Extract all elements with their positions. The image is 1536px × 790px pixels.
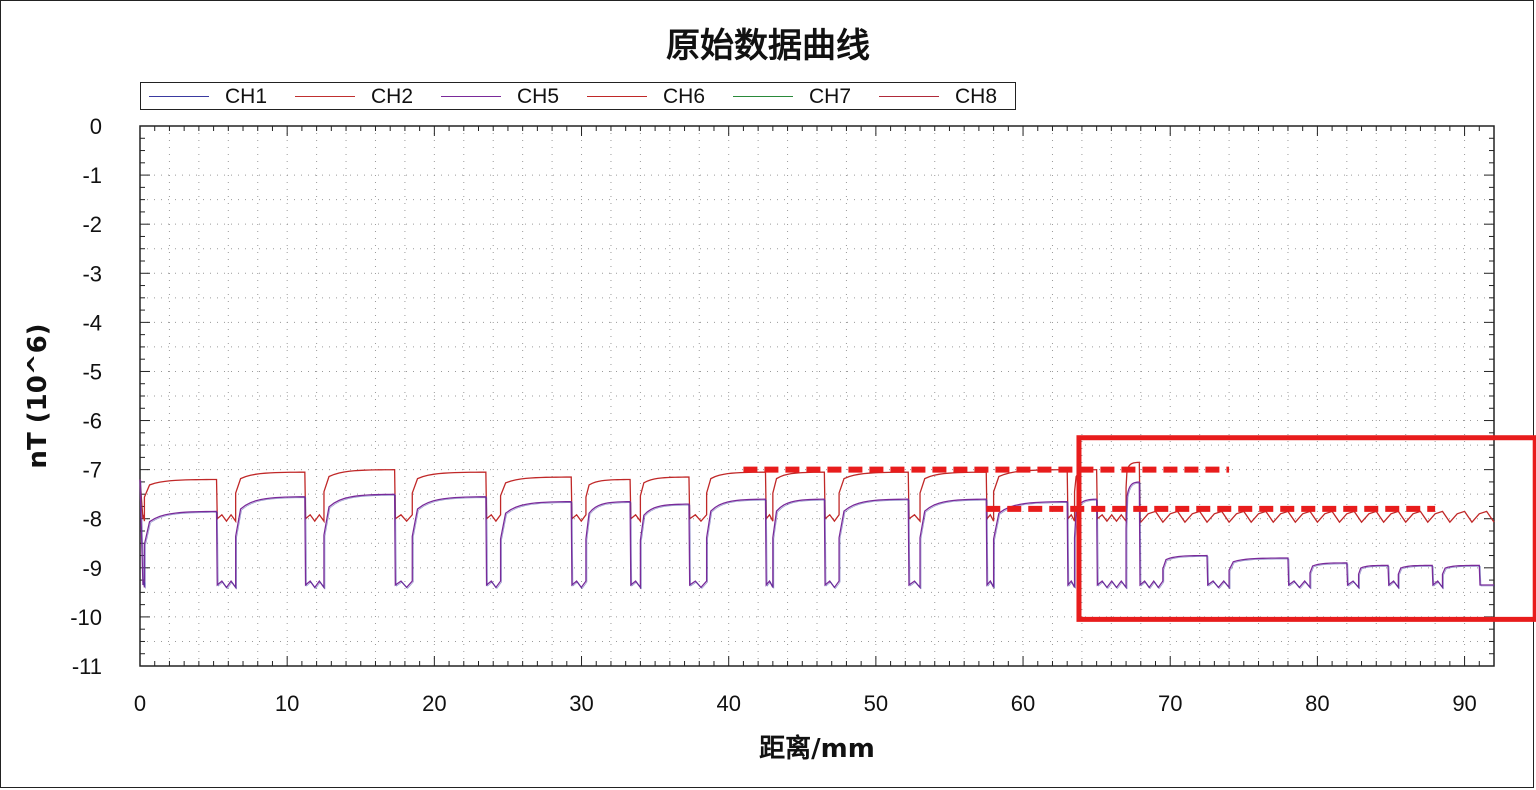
y-axis-title: nT (10^6) [23,323,53,468]
y-tick-label: -5 [82,359,102,384]
legend-label: CH6 [663,85,706,108]
legend-label: CH7 [809,85,852,108]
series-layer [139,461,1495,590]
y-tick-label: -8 [82,507,102,532]
annotation-layer [743,435,1536,622]
y-tick-label: 0 [90,114,102,139]
x-tick-label: 20 [422,691,446,716]
y-tick-label: -9 [82,556,102,581]
series-lower-trace [139,479,1494,590]
legend-swatch [733,96,793,97]
y-tick-label: -7 [82,458,102,483]
x-tick-label: 70 [1158,691,1182,716]
legend-swatch [879,96,939,97]
legend-swatch [295,96,355,97]
legend-label: CH1 [225,85,268,108]
legend-swatch [149,96,209,97]
legend-label: CH2 [371,85,414,108]
x-tick-label: 60 [1011,691,1035,716]
y-tick-label: -1 [82,163,102,188]
legend-swatch [441,96,501,97]
legend-label: CH8 [955,85,998,108]
x-axis-title: 距离/mm [759,733,875,764]
highlight-box [1076,435,1536,622]
series-upper-trace [139,461,1495,524]
y-tick-label: -11 [72,654,102,679]
series-ch1-trace [140,480,1495,590]
y-tick-label: -6 [82,409,102,434]
legend-label: CH5 [517,85,560,108]
x-tick-label: 0 [134,691,146,716]
chart-legend: CH1 CH2 CH5 CH6 CH7 CH8 [140,82,1016,110]
x-tick-label: 40 [716,691,740,716]
axis-layer: 0 10 20 30 40 50 60 70 80 90 0 -1 -2 -3 -4 -5 -6 -7 -8 -9 -1… [70,114,1495,716]
y-tick-label: -2 [82,212,102,237]
x-tick-label: 90 [1452,691,1476,716]
y-tick-label: -10 [70,605,102,630]
y-tick-label: -3 [82,261,102,286]
legend-swatch [587,96,647,97]
x-tick-label: 80 [1305,691,1329,716]
chart-title: 原始数据曲线 [666,26,870,66]
x-tick-label: 30 [569,691,593,716]
x-tick-label: 50 [864,691,888,716]
x-tick-label: 10 [275,691,299,716]
y-tick-label: -4 [82,310,102,335]
